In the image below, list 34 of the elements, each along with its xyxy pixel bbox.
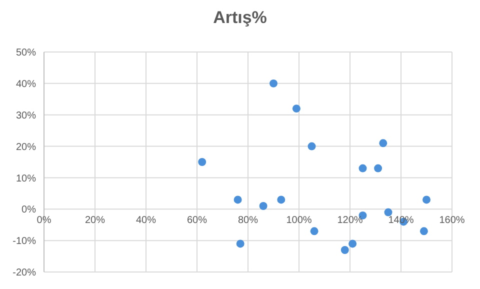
point (379, 139, 388, 148)
chart-title: Artış% (212, 8, 268, 28)
point (308, 142, 316, 150)
y-tick-label: 20% (16, 142, 36, 153)
point (234, 196, 242, 204)
x-tick-label: 0% (36, 215, 52, 226)
point (358, 164, 367, 172)
y-tick-label: -10% (12, 236, 36, 248)
y-tick-label: 30% (16, 110, 36, 122)
x-tick-label: 20% (84, 215, 106, 226)
y-tick-label: 10% (16, 173, 36, 184)
point (198, 158, 206, 166)
point (420, 227, 428, 236)
y-tick-label: 0% (22, 204, 36, 216)
x-tick-label: 80% (238, 215, 258, 226)
point (259, 202, 268, 210)
point (277, 196, 286, 204)
point (310, 227, 318, 236)
x-tick-label: 100% (286, 215, 312, 226)
point (236, 240, 244, 248)
point (374, 164, 382, 172)
y-tick-label: 40% (16, 78, 36, 90)
x-tick-label: 120% (337, 215, 363, 226)
y-tick-label: -20% (12, 268, 36, 279)
point (384, 208, 392, 216)
x-tick-label: 160% (439, 215, 465, 226)
point (270, 79, 278, 88)
x-tick-label: 40% (136, 215, 156, 226)
point (422, 196, 430, 204)
point (340, 246, 349, 254)
point (348, 240, 357, 248)
x-tick-label: 60% (186, 215, 208, 226)
point (292, 104, 300, 113)
y-tick-label: 50% (16, 48, 36, 59)
